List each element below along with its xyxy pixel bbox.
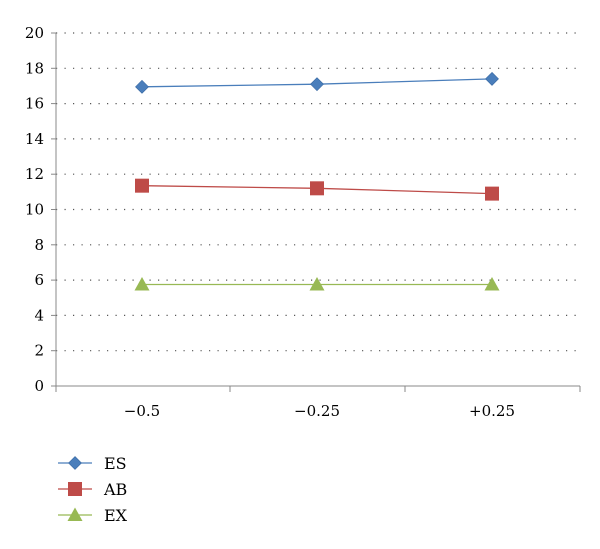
series [134,71,500,291]
legend-label-ab: AB [103,480,127,499]
y-tick-label: 18 [25,59,44,77]
data-point-es [135,79,149,94]
x-axis-ticks: −0.5 −0.25 +0.25 [55,386,581,420]
y-tick-label: 20 [25,24,44,42]
data-point-ex [134,277,150,291]
legend: ES AB EX [58,454,128,525]
x-tick-label: −0.25 [294,402,340,420]
y-tick-label: 4 [34,306,44,324]
data-point-ex [309,277,325,291]
y-tick-label: 0 [34,377,44,395]
y-tick-label: 8 [34,236,44,254]
y-axis-ticks: 0 2 4 6 8 10 12 14 16 18 20 [25,24,56,395]
data-point-ab [135,178,149,193]
x-tick-label: −0.5 [124,402,160,420]
data-point-ex [484,277,500,291]
y-tick-label: 6 [34,271,44,289]
x-tick-label: +0.25 [469,402,515,420]
data-point-ab [485,186,499,201]
legend-label-ex: EX [104,506,128,525]
y-tick-label: 14 [25,130,44,148]
y-tick-label: 12 [25,165,44,183]
data-point-ab [310,181,324,196]
legend-marker-ab [68,482,82,496]
data-point-es [310,77,324,92]
y-tick-label: 10 [25,201,44,219]
legend-marker-ex [67,507,83,521]
y-tick-label: 2 [34,342,44,360]
y-tick-label: 16 [25,95,44,113]
data-point-es [485,71,499,86]
legend-label-es: ES [104,454,127,473]
legend-marker-es [68,456,82,470]
